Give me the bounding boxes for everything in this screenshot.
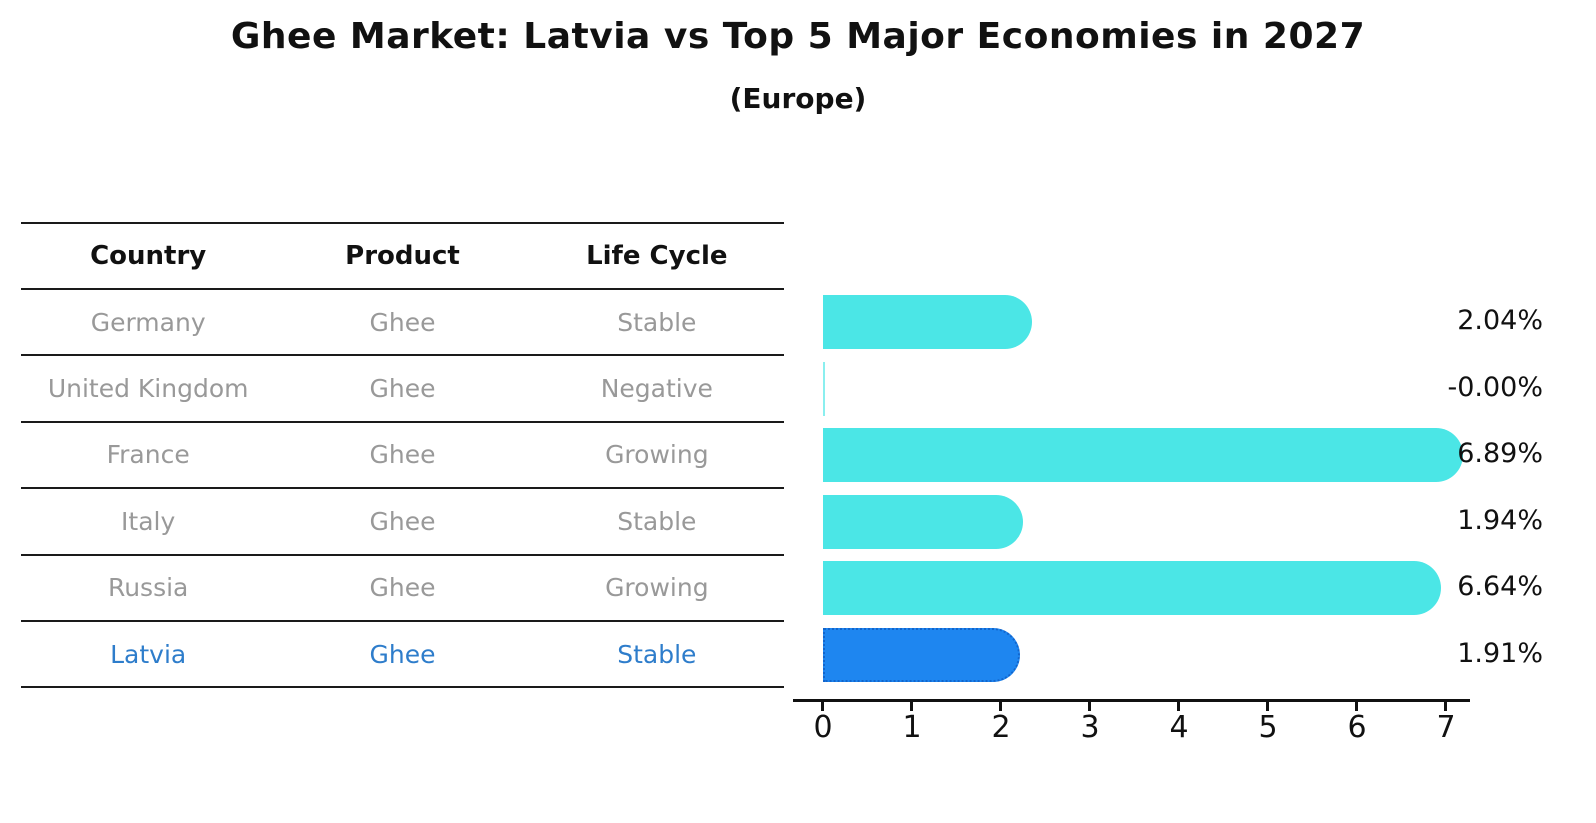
table-header-row: Country Product Life Cycle	[21, 224, 784, 290]
value-label-united-kingdom: -0.00%	[1447, 371, 1543, 403]
country-table: Country Product Life Cycle Germany Ghee …	[21, 222, 784, 689]
value-label-latvia: 1.91%	[1457, 637, 1543, 669]
x-tick	[1355, 702, 1358, 711]
cell-life-cycle: Stable	[617, 639, 697, 669]
cell-product: Ghee	[369, 639, 436, 669]
cell-life-cycle: Negative	[600, 374, 713, 404]
x-tick-label: 3	[1080, 710, 1100, 745]
cell-life-cycle: Growing	[605, 440, 709, 470]
page-title: Ghee Market: Latvia vs Top 5 Major Econo…	[230, 16, 1366, 57]
x-tick-label: 4	[1169, 710, 1189, 745]
cell-product: Ghee	[369, 374, 436, 404]
header-cell-product: Product	[345, 241, 460, 271]
cell-country: Latvia	[110, 639, 187, 669]
cell-country: Russia	[107, 573, 189, 603]
x-tick	[1444, 702, 1447, 711]
cell-life-cycle: Stable	[617, 307, 697, 337]
x-tick-label: 0	[813, 710, 833, 745]
x-tick	[1088, 702, 1091, 711]
x-tick	[1266, 702, 1269, 711]
cell-product: Ghee	[369, 506, 436, 536]
x-tick	[821, 702, 824, 711]
value-label-germany: 2.04%	[1457, 305, 1543, 336]
x-tick	[1177, 702, 1180, 711]
x-tick-label: 2	[991, 710, 1011, 745]
cell-life-cycle: Stable	[617, 506, 697, 536]
header-cell-life-cycle: Life Cycle	[586, 241, 728, 271]
bar-united-kingdom	[823, 361, 825, 416]
cell-country: United Kingdom	[47, 374, 249, 404]
cell-product: Ghee	[369, 307, 436, 337]
bar-italy	[823, 494, 1023, 549]
x-tick-label: 1	[902, 710, 922, 745]
table-row-germany: Germany Ghee Stable	[21, 290, 784, 357]
x-tick-label: 6	[1347, 710, 1367, 745]
cell-country: Italy	[121, 506, 176, 536]
value-label-italy: 1.94%	[1457, 504, 1543, 536]
value-label-france: 6.89%	[1457, 438, 1543, 469]
cell-product: Ghee	[369, 573, 436, 603]
x-tick	[999, 702, 1002, 711]
x-tick	[910, 702, 913, 711]
cell-product: Ghee	[369, 440, 436, 470]
bar-france	[823, 428, 1464, 482]
table-row-france: France Ghee Growing	[21, 423, 784, 490]
table-row-latvia: Latvia Ghee Stable	[21, 622, 784, 689]
page-subtitle: (Europe)	[729, 82, 867, 115]
bar-russia	[823, 561, 1441, 615]
x-tick-label: 7	[1436, 710, 1456, 745]
cell-country: Germany	[90, 307, 206, 337]
cell-life-cycle: Growing	[605, 573, 709, 603]
bar-germany	[823, 295, 1032, 349]
bar-latvia	[823, 627, 1020, 682]
header-cell-country: Country	[90, 241, 207, 271]
x-tick-label: 5	[1258, 710, 1278, 745]
cell-country: France	[106, 440, 190, 470]
table-row-italy: Italy Ghee Stable	[21, 489, 784, 556]
x-axis	[793, 699, 1470, 702]
value-label-russia: 6.64%	[1457, 571, 1543, 602]
table-row-united-kingdom: United Kingdom Ghee Negative	[21, 356, 784, 423]
plot-area	[793, 280, 1470, 700]
table-row-russia: Russia Ghee Growing	[21, 556, 784, 622]
